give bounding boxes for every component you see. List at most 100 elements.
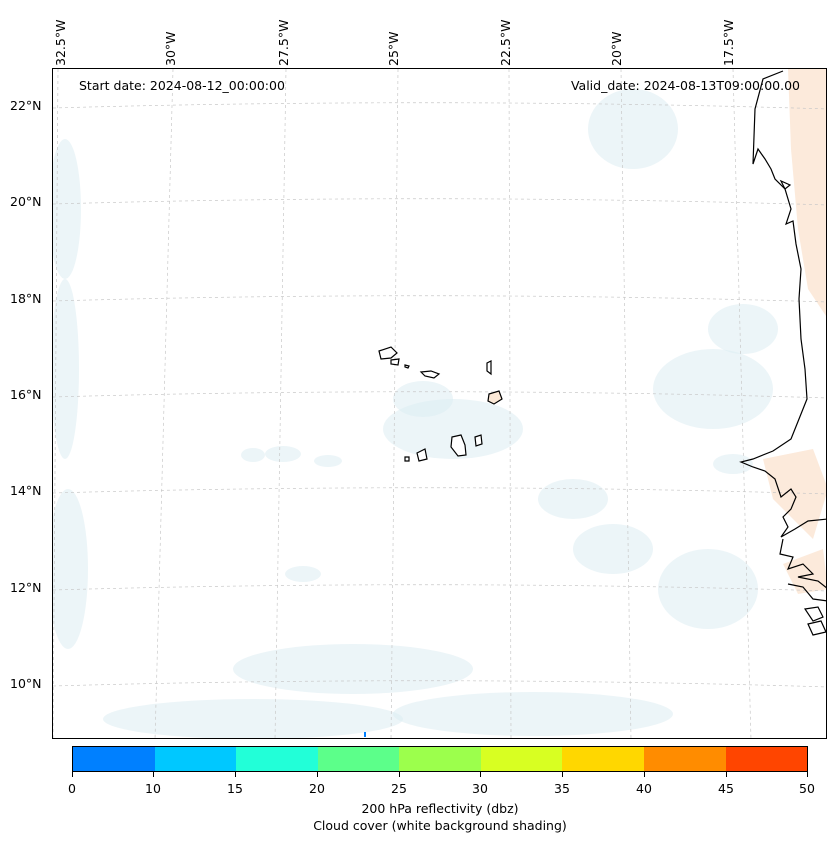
cloud-patch: [241, 448, 265, 462]
parallel: [53, 295, 826, 303]
colorbar-segment: [725, 747, 808, 771]
parallel: [53, 680, 826, 688]
cape-verde-islands: [378, 346, 503, 462]
coastal-shading: [783, 549, 826, 594]
cloud-patch: [53, 139, 81, 279]
colorbar-tick-label: 0: [68, 781, 76, 796]
meridian: [274, 69, 287, 738]
west-africa-coastline: [739, 70, 826, 636]
lon-label-25w: 25°W: [386, 31, 401, 66]
cloud-patch: [573, 524, 653, 574]
colorbar-label: 200 hPa reflectivity (dbz): [361, 801, 519, 816]
cloud-patch: [588, 89, 678, 169]
colorbar-tick: [399, 772, 400, 777]
lat-label-22n: 22°N: [10, 98, 42, 113]
colorbar-tick-label: 30: [472, 781, 488, 796]
island-brava: [404, 456, 410, 462]
coastline-path: [803, 606, 824, 622]
lat-label-20n: 20°N: [10, 194, 42, 209]
parallel: [53, 102, 826, 110]
lon-label-20w: 20°W: [609, 31, 624, 66]
cloud-patch: [314, 455, 342, 467]
colorbar-tick: [72, 772, 73, 777]
colorbar-segment: [643, 747, 726, 771]
reflectivity-speck: [364, 732, 366, 737]
lat-label-10n: 10°N: [10, 676, 42, 691]
cloud-patch: [393, 381, 453, 417]
colorbar-segment: [480, 747, 563, 771]
colorbar-tick-label: 15: [227, 781, 243, 796]
colorbar-tick-label: 35: [554, 781, 570, 796]
colorbar-tick-label: 40: [636, 781, 652, 796]
parallel: [53, 391, 826, 399]
colorbar-tick-label: 45: [718, 781, 734, 796]
island-boa-vista: [487, 390, 503, 405]
meridian: [508, 69, 512, 738]
coastal-shading: [788, 69, 826, 316]
cloud-patch: [653, 349, 773, 429]
island-fogo: [416, 448, 428, 462]
parallel: [53, 584, 826, 592]
colorbar-segment: [399, 747, 481, 771]
coastline-path: [739, 70, 826, 538]
island-santiago: [450, 434, 467, 457]
colorbar-tick: [317, 772, 318, 777]
meridian: [732, 69, 752, 738]
island-santa-luzia: [404, 364, 410, 369]
island-sao-nicolau: [419, 370, 441, 379]
coastline-path: [787, 583, 826, 602]
colorbar-segment: [73, 747, 155, 771]
lat-label-18n: 18°N: [10, 291, 42, 306]
lon-label-27-5w: 27.5°W: [276, 19, 291, 66]
colorbar-sublabel: Cloud cover (white background shading): [313, 818, 567, 833]
colorbar-tick: [807, 772, 808, 777]
start-date-text: Start date: 2024-08-12_00:00:00: [79, 78, 285, 93]
cloud-patch: [538, 479, 608, 519]
lon-label-32-5w: 32.5°W: [53, 19, 68, 66]
colorbar-tick: [235, 772, 236, 777]
coastline-path: [779, 538, 826, 589]
colorbar-tick-label: 25: [391, 781, 407, 796]
cloud-patch: [103, 699, 403, 738]
island-sao-vicente: [390, 358, 400, 366]
meridian: [620, 69, 632, 738]
colorbar: [72, 746, 808, 772]
lat-label-12n: 12°N: [10, 580, 42, 595]
lon-label-30w: 30°W: [163, 31, 178, 66]
cloud-patch: [393, 692, 673, 736]
cloud-patch: [713, 454, 753, 474]
colorbar-segment: [562, 747, 644, 771]
valid-date-text: Valid_date: 2024-08-13T09:00:00.00: [570, 78, 800, 93]
cloud-patch: [233, 644, 473, 694]
island-santo-antao: [378, 346, 398, 360]
colorbar-segment: [236, 747, 318, 771]
island-maio: [474, 434, 483, 447]
meridian: [154, 69, 174, 738]
island-sal: [486, 360, 492, 376]
colorbar-segment: [154, 747, 237, 771]
cloud-cover-shading: [53, 89, 778, 738]
parallel: [53, 198, 826, 206]
colorbar-tick-label: 20: [309, 781, 325, 796]
map-canvas: [53, 69, 826, 738]
lat-label-16n: 16°N: [10, 387, 42, 402]
cloud-patch: [265, 446, 301, 462]
colorbar-tick-label: 10: [145, 781, 161, 796]
colorbar-tick: [153, 772, 154, 777]
map-panel: [52, 68, 827, 739]
lon-label-17-5w: 17.5°W: [721, 19, 736, 66]
meridian: [390, 69, 399, 738]
cloud-patch: [658, 549, 758, 629]
colorbar-tick-label: 50: [799, 781, 815, 796]
colorbar-segment: [317, 747, 400, 771]
cloud-patch: [708, 304, 778, 354]
parallel: [53, 487, 826, 495]
lon-label-22-5w: 22.5°W: [498, 19, 513, 66]
colorbar-tick: [644, 772, 645, 777]
gridlines: [53, 69, 826, 738]
reflectivity-shading: [763, 69, 826, 594]
cloud-patch: [53, 279, 79, 459]
colorbar-tick: [726, 772, 727, 777]
coastline-path: [807, 620, 826, 636]
cloud-patch: [285, 566, 321, 582]
